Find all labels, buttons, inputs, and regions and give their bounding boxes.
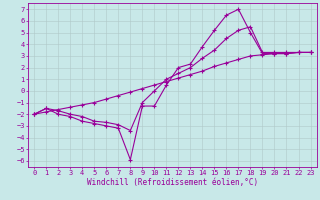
X-axis label: Windchill (Refroidissement éolien,°C): Windchill (Refroidissement éolien,°C) [87, 178, 258, 187]
